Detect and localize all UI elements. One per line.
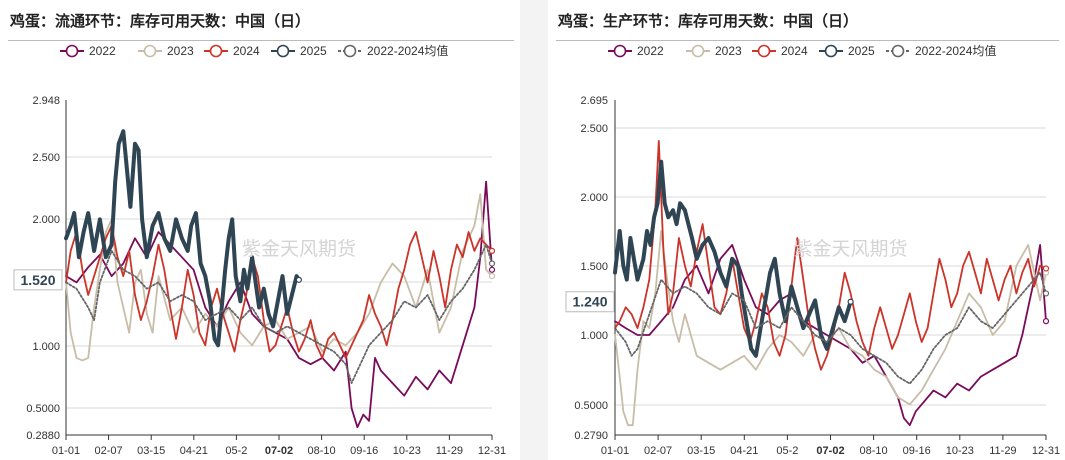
legend-item-2022[interactable]: 2022 — [60, 44, 116, 58]
x-tick-label: 04-21 — [730, 445, 758, 457]
legend-item-2024[interactable]: 2024 — [752, 44, 808, 58]
x-tick-label: 01-01 — [601, 445, 629, 457]
x-tick-label: 12-31 — [1032, 445, 1060, 457]
series-line-2023[interactable] — [65, 193, 493, 362]
series-end-point — [847, 298, 854, 305]
y-tick-label: 1.000 — [580, 330, 608, 342]
legend-label: 2022 — [637, 44, 664, 58]
series-end-point — [488, 266, 496, 273]
series-end-point — [1042, 265, 1050, 272]
x-tick-label: 03-15 — [687, 445, 715, 457]
series-end-point — [488, 247, 496, 254]
y-tick-label: 0.2790 — [574, 430, 608, 442]
legend-item-2023[interactable]: 2023 — [138, 44, 194, 58]
x-tick-label: 02-07 — [95, 445, 123, 457]
legend-item-average[interactable]: 2022-2024均值 — [338, 43, 448, 58]
current-value-badge: 1.520 — [13, 269, 63, 291]
y-tick-label: 0.5000 — [574, 400, 608, 412]
chart-svg-production: 2022 2023 2024 2025 2022-2024均值 2.695 2.500 2.0… — [565, 43, 1060, 457]
chart-title: 鸡蛋：生产环节：库存可用天数：中国（日） — [558, 12, 859, 30]
legend-label: 2022-2024均值 — [367, 43, 448, 58]
current-value-label: 1.520 — [20, 272, 55, 288]
x-tick-label: 03-15 — [137, 445, 165, 457]
x-tick-label: 04-21 — [180, 445, 208, 457]
x-tick-label: 12-31 — [478, 445, 506, 457]
series-line-2025[interactable] — [613, 159, 853, 358]
y-tick-label: 0.2880 — [26, 430, 60, 442]
series-line-2025[interactable] — [64, 129, 301, 348]
x-tick-label: 11-29 — [989, 445, 1016, 457]
x-tick-label: 11-29 — [436, 445, 463, 457]
y-tick-label: 2.500 — [32, 152, 60, 164]
title-divider — [556, 40, 1059, 41]
y-tick-label: 2.500 — [580, 123, 608, 135]
x-tick-label: 02-07 — [644, 445, 672, 457]
current-value-label: 1.240 — [572, 294, 607, 310]
x-tick-label: 05-2 — [776, 445, 798, 457]
x-tick-label: 08-10 — [860, 445, 888, 457]
series-group — [613, 140, 1050, 427]
x-tick-label-highlight: 07-02 — [816, 445, 844, 457]
x-tick-label: 10-23 — [393, 445, 421, 457]
y-tick-label: 1.500 — [580, 261, 608, 273]
legend-item-2023[interactable]: 2023 — [686, 44, 742, 58]
y-tick-label: 2.000 — [32, 214, 60, 226]
legend-item-average[interactable]: 2022-2024均值 — [886, 43, 996, 58]
current-value-badge: 1.240 — [565, 291, 615, 313]
series-end-point — [1042, 290, 1050, 297]
x-tick-label: 10-23 — [946, 445, 974, 457]
legend-item-2024[interactable]: 2024 — [204, 44, 260, 58]
chart-svg-circulation: 2022 2023 2024 2025 2022-2024均值 2.948 2.500 2.0… — [13, 43, 506, 457]
legend-label: 2024 — [233, 44, 260, 58]
legend[interactable]: 2022 2023 2024 2025 2022-2024均值 — [60, 43, 448, 58]
x-axis: 01-01 02-07 03-15 04-21 05-2 07-02 08-10 09-16 1… — [601, 435, 1060, 457]
legend-label: 2023 — [715, 44, 742, 58]
legend-label: 2022-2024均值 — [915, 43, 996, 58]
x-tick-label: 08-10 — [308, 445, 336, 457]
legend-label: 2025 — [848, 44, 875, 58]
watermark: 紫金天风期货 — [793, 238, 907, 260]
legend-label: 2024 — [781, 44, 808, 58]
series-line-2024[interactable] — [65, 224, 493, 359]
series-line-2023[interactable] — [614, 230, 1047, 427]
legend-item-2025[interactable]: 2025 — [271, 44, 327, 58]
series-end-point — [295, 276, 302, 283]
x-tick-label-highlight: 07-02 — [265, 445, 293, 457]
y-tick-label: 2.000 — [580, 192, 608, 204]
legend-label: 2025 — [300, 44, 327, 58]
title-divider — [8, 40, 514, 41]
watermark: 紫金天风期货 — [242, 238, 356, 260]
series-end-point — [1042, 318, 1050, 325]
y-tick-label: 2.948 — [32, 95, 60, 107]
chart-panel-production: 鸡蛋：生产环节：库存可用天数：中国（日） 2022 2023 2024 2025 202… — [548, 0, 1065, 460]
x-tick-label: 09-16 — [350, 445, 378, 457]
x-tick-label: 09-16 — [903, 445, 931, 457]
series-end-point — [488, 272, 496, 280]
y-tick-label: 2.695 — [580, 95, 608, 107]
series-end-point — [488, 260, 496, 267]
x-tick-label: 05-2 — [225, 445, 247, 457]
series-line-average[interactable] — [614, 271, 1047, 385]
chart-panel-circulation: 鸡蛋：流通环节：库存可用天数：中国（日） 2022 2023 2024 2025 202… — [0, 0, 520, 460]
legend-label: 2022 — [89, 44, 116, 58]
chart-title: 鸡蛋：流通环节：库存可用天数：中国（日） — [10, 12, 311, 30]
y-tick-label: 0.5000 — [26, 403, 60, 415]
legend-item-2022[interactable]: 2022 — [608, 44, 664, 58]
legend[interactable]: 2022 2023 2024 2025 2022-2024均值 — [608, 43, 996, 58]
x-axis: 01-01 02-07 03-15 04-21 05-2 07-02 08-10 09-16 1… — [52, 435, 506, 457]
legend-label: 2023 — [167, 44, 194, 58]
y-tick-label: 1.000 — [32, 341, 60, 353]
series-line-average[interactable] — [65, 243, 493, 384]
x-tick-label: 01-01 — [52, 445, 80, 457]
legend-item-2025[interactable]: 2025 — [819, 44, 875, 58]
series-group — [64, 129, 496, 429]
series-line-2024[interactable] — [614, 140, 1047, 371]
y-axis: 2.695 2.500 2.000 1.500 1.000 0.5000 0.2790 — [574, 95, 1046, 442]
